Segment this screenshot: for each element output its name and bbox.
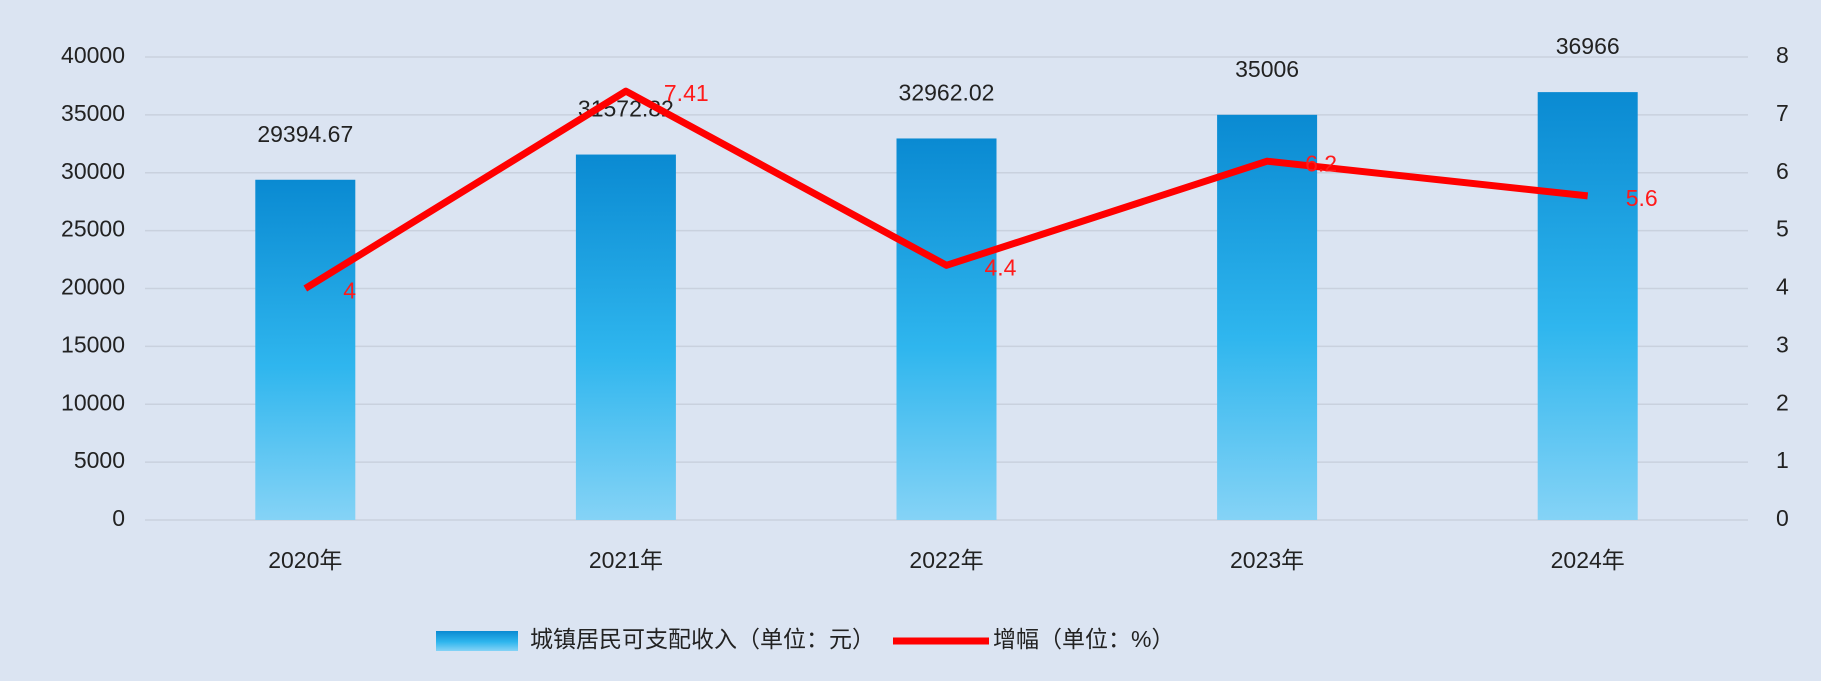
bar [896,138,997,521]
line-value-label: 4 [343,278,356,304]
legend-label: 增幅（单位：%） [993,626,1174,652]
bar [575,154,676,520]
y2-tick-label: 2 [1776,389,1789,415]
y2-tick-label: 6 [1776,158,1789,184]
line-value-label: 6.2 [1305,150,1337,176]
y2-tick-label: 8 [1776,42,1789,68]
bar-value-label: 36966 [1556,33,1620,59]
y2-tick-label: 0 [1776,505,1789,531]
y-tick-label: 35000 [61,100,125,126]
y-tick-label: 25000 [61,216,125,242]
bar-value-label: 32962.02 [899,80,995,106]
x-tick-label: 2021年 [589,547,663,573]
y-tick-label: 5000 [74,447,125,473]
y2-tick-label: 3 [1776,331,1789,357]
bar-value-label: 29394.67 [257,121,353,147]
line-value-label: 5.6 [1626,185,1658,211]
y2-tick-label: 5 [1776,216,1789,242]
legend-swatch [436,631,518,651]
y2-tick-label: 4 [1776,274,1789,300]
line-value-label: 7.41 [664,80,709,106]
y-tick-label: 10000 [61,389,125,415]
y-tick-label: 30000 [61,158,125,184]
bar-value-label: 35006 [1235,56,1299,82]
x-tick-label: 2024年 [1551,547,1625,573]
y2-tick-label: 7 [1776,100,1789,126]
bar [1217,114,1318,521]
y-tick-label: 0 [112,505,125,531]
x-tick-label: 2023年 [1230,547,1304,573]
bar [1537,92,1638,520]
x-tick-label: 2022年 [909,547,983,573]
bar [255,179,356,520]
y2-tick-label: 1 [1776,447,1789,473]
legend-label: 城镇居民可支配收入（单位：元） [530,626,875,652]
x-tick-label: 2020年 [268,547,342,573]
line [303,87,1589,292]
y-tick-label: 20000 [61,274,125,300]
y-tick-label: 15000 [61,331,125,357]
y-tick-label: 40000 [61,42,125,68]
line-value-label: 4.4 [985,254,1017,280]
